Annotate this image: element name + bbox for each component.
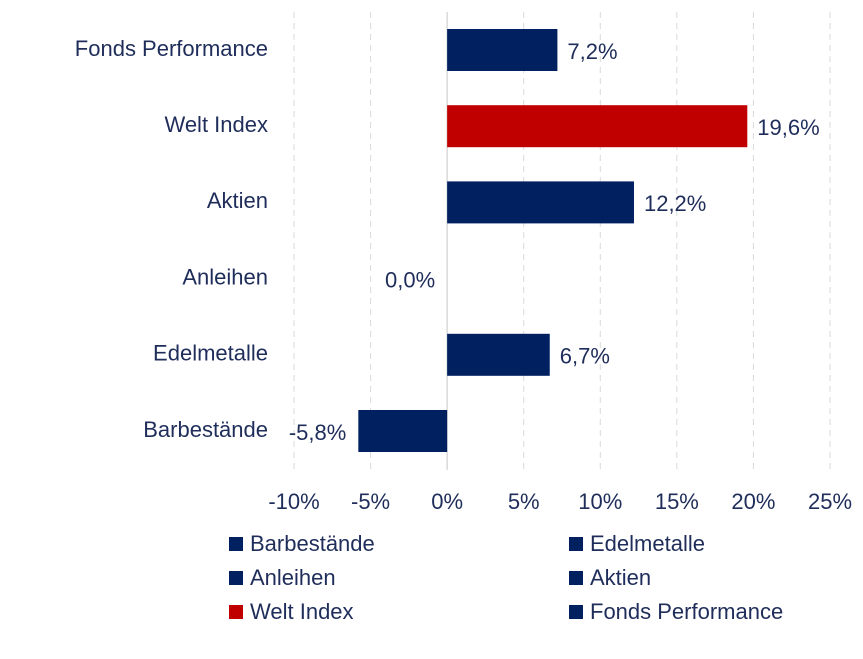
x-tick-label: 15%: [655, 489, 699, 514]
legend-swatch: [569, 605, 583, 619]
legend-label: Anleihen: [250, 565, 336, 590]
category-label: Welt Index: [164, 112, 268, 137]
legend-label: Aktien: [590, 565, 651, 590]
category-label: Aktien: [207, 188, 268, 213]
bar: [447, 29, 558, 71]
x-tick-label: 20%: [731, 489, 775, 514]
legend-label: Fonds Performance: [590, 599, 783, 624]
category-label: Anleihen: [182, 264, 268, 289]
bar: [447, 181, 634, 224]
x-tick-label: 0%: [431, 489, 463, 514]
x-tick-label: 25%: [808, 489, 852, 514]
bar: [358, 410, 448, 452]
x-tick-label: 5%: [508, 489, 540, 514]
legend-label: Welt Index: [250, 599, 354, 624]
legend-label: Barbestände: [250, 531, 375, 556]
legend-swatch: [569, 571, 583, 585]
x-tick-label: 10%: [578, 489, 622, 514]
bar: [447, 105, 748, 148]
x-tick-label: -5%: [351, 489, 390, 514]
value-label: -5,8%: [289, 420, 346, 445]
value-label: 6,7%: [560, 344, 610, 369]
category-label: Edelmetalle: [153, 341, 268, 366]
category-label: Barbestände: [143, 417, 268, 442]
legend-swatch: [569, 537, 583, 551]
value-label: 12,2%: [644, 191, 706, 216]
legend-swatch: [229, 571, 243, 585]
legend-swatch: [229, 605, 243, 619]
value-label: 0,0%: [385, 267, 435, 292]
legend-label: Edelmetalle: [590, 531, 705, 556]
legend-swatch: [229, 537, 243, 551]
category-label: Fonds Performance: [75, 36, 268, 61]
x-tick-label: -10%: [268, 489, 319, 514]
value-label: 7,2%: [567, 39, 617, 64]
value-label: 19,6%: [757, 115, 819, 140]
bar: [447, 333, 550, 376]
